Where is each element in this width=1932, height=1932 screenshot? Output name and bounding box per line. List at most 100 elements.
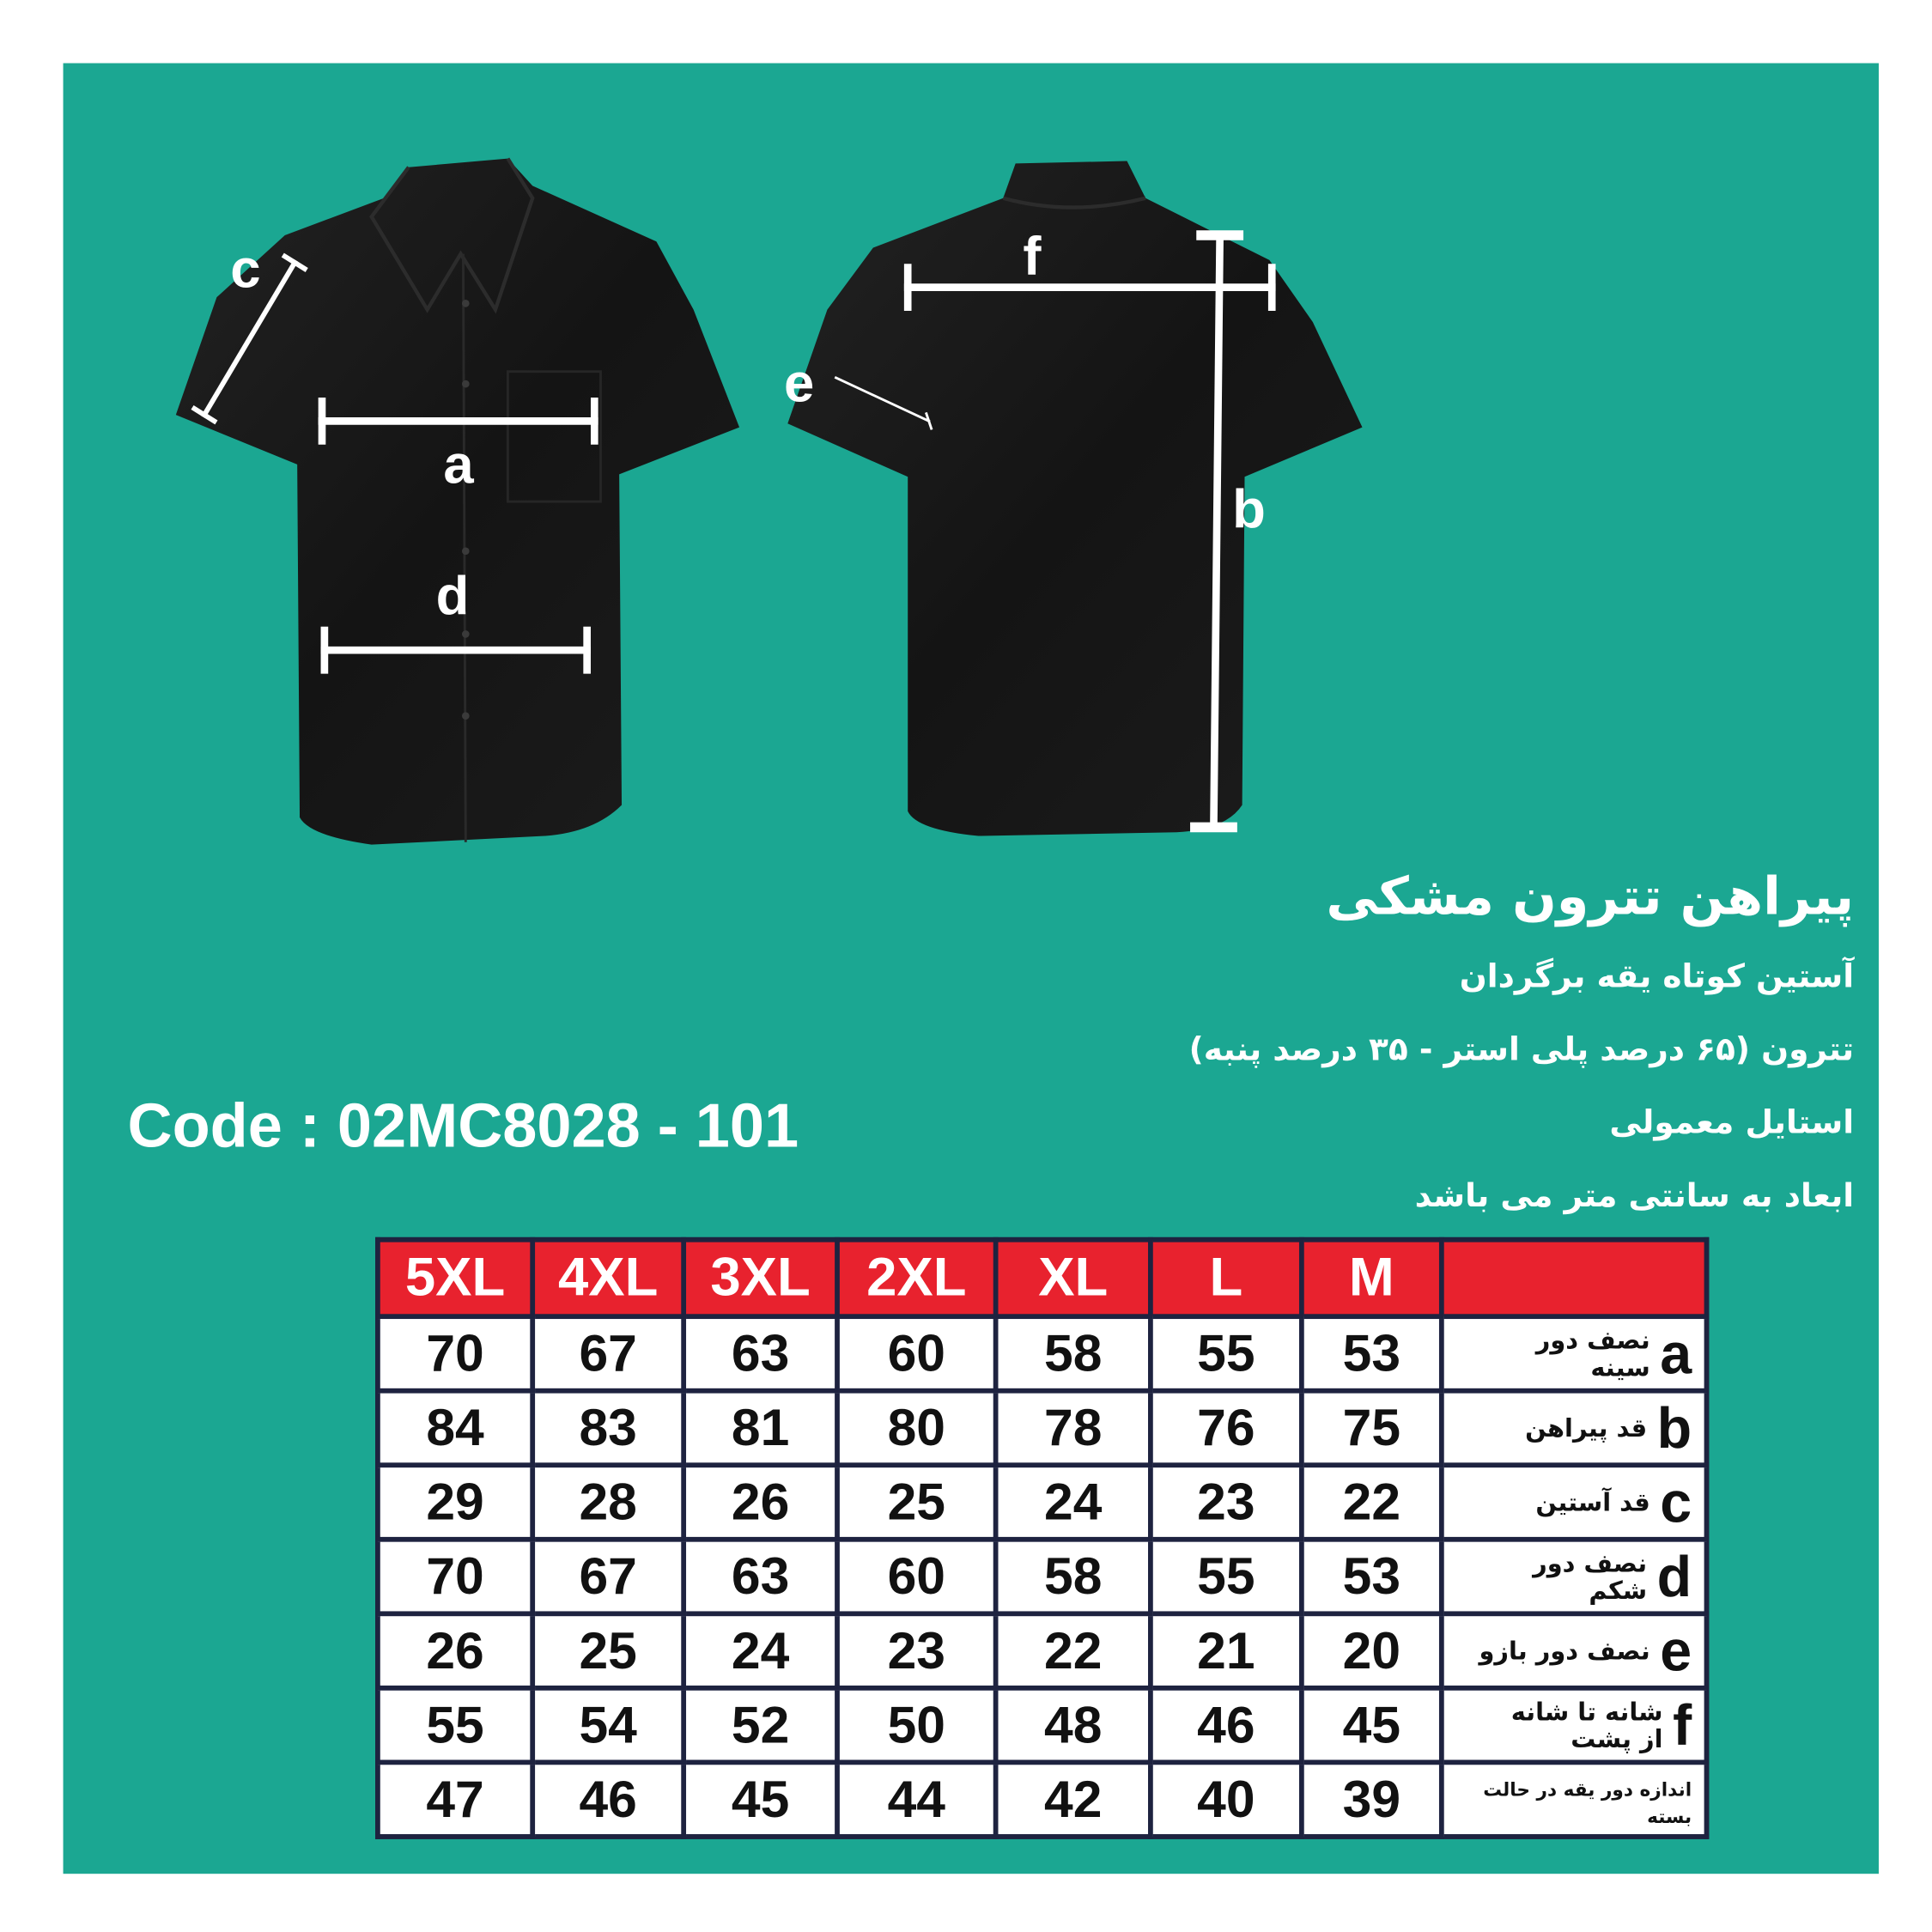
measurement-cell: 70 bbox=[375, 1314, 536, 1394]
measurement-cell: 24 bbox=[993, 1462, 1153, 1542]
measurement-cell: 20 bbox=[1298, 1611, 1444, 1691]
measurement-cell: 78 bbox=[993, 1388, 1153, 1468]
measurement-cell: 58 bbox=[993, 1314, 1153, 1394]
measurement-cell: 23 bbox=[1148, 1462, 1304, 1542]
measurement-cell: 48 bbox=[993, 1685, 1153, 1765]
table-row: 55 54 52 50 48 46 45 fشانه تا شانه از پشت bbox=[375, 1685, 1710, 1765]
size-table: 5XL 4XL 3XL 2XL XL L M 70 67 63 60 58 55 53 aنصف دور … bbox=[375, 1236, 1710, 1839]
measurement-cell: 25 bbox=[530, 1611, 687, 1691]
measurement-cell: 67 bbox=[530, 1314, 687, 1394]
measurement-cell: 76 bbox=[1148, 1388, 1304, 1468]
measurement-cell: 40 bbox=[1148, 1759, 1304, 1839]
measurement-cell: 26 bbox=[375, 1611, 536, 1691]
measurement-cell: 26 bbox=[681, 1462, 840, 1542]
measurement-cell: 75 bbox=[1298, 1388, 1444, 1468]
product-detail: ابعاد به سانتی متر می باشد bbox=[1414, 1177, 1855, 1215]
measurement-cell: 22 bbox=[993, 1611, 1153, 1691]
measurement-cell: 44 bbox=[835, 1759, 999, 1839]
measurement-name: شانه تا شانه از پشت bbox=[1510, 1697, 1663, 1754]
measurement-cell: 28 bbox=[530, 1462, 687, 1542]
label-b: b bbox=[1232, 479, 1266, 539]
table-row: 47 46 45 44 42 40 39 اندازه دور یقه در حالت بست… bbox=[375, 1759, 1710, 1839]
label-f: f bbox=[1023, 227, 1042, 287]
measurement-cell: 52 bbox=[681, 1685, 840, 1765]
product-detail: تترون (۶۵ درصد پلی استر - ۳۵ درصد پنبه) bbox=[1188, 1031, 1855, 1069]
measurement-cell: 84 bbox=[375, 1388, 536, 1468]
size-header-row: 5XL 4XL 3XL 2XL XL L M bbox=[375, 1236, 1710, 1320]
table-row: 70 67 63 60 58 55 53 aنصف دور سینه bbox=[375, 1314, 1710, 1394]
measurement-cell: 60 bbox=[835, 1536, 999, 1617]
measurement-letter: a bbox=[1660, 1321, 1692, 1387]
size-header-2xl: 2XL bbox=[835, 1236, 999, 1320]
size-header-xl: XL bbox=[993, 1236, 1153, 1320]
front-shirt bbox=[175, 157, 740, 845]
measurement-label: aنصف دور سینه bbox=[1438, 1314, 1710, 1394]
product-detail: استایل معمولی bbox=[1609, 1104, 1855, 1142]
measurement-cell: 24 bbox=[681, 1611, 840, 1691]
measurement-cell: 46 bbox=[1148, 1685, 1304, 1765]
measurement-cell: 25 bbox=[835, 1462, 999, 1542]
measurement-cell: 80 bbox=[835, 1388, 999, 1468]
size-header-l: L bbox=[1148, 1236, 1304, 1320]
back-shirt bbox=[787, 161, 1363, 836]
label-d: d bbox=[436, 566, 470, 626]
measurement-cell: 81 bbox=[681, 1388, 840, 1468]
measurement-label: b قد پیراهن bbox=[1438, 1388, 1710, 1468]
measurement-cell: 55 bbox=[1148, 1314, 1304, 1394]
label-e: e bbox=[784, 353, 814, 413]
label-c: c bbox=[230, 240, 260, 300]
measurement-letter: c bbox=[1660, 1470, 1692, 1535]
measurement-cell: 47 bbox=[375, 1759, 536, 1839]
measurement-letter: d bbox=[1656, 1544, 1692, 1609]
product-detail: آستین کوتاه یقه برگردان bbox=[1459, 958, 1855, 996]
measurement-cell: 39 bbox=[1298, 1759, 1444, 1839]
size-header-5xl: 5XL bbox=[375, 1236, 536, 1320]
measurement-cell: 21 bbox=[1148, 1611, 1304, 1691]
measurement-cell: 67 bbox=[530, 1536, 687, 1617]
measurement-cell: 58 bbox=[993, 1536, 1153, 1617]
measurement-cell: 60 bbox=[835, 1314, 999, 1394]
measurement-cell: 55 bbox=[1148, 1536, 1304, 1617]
measurement-cell: 83 bbox=[530, 1388, 687, 1468]
product-info: پیراهن تترون مشکی آستین کوتاه یقه برگردا… bbox=[1189, 865, 1855, 1234]
measurement-letter: e bbox=[1660, 1619, 1692, 1684]
size-header-4xl: 4XL bbox=[530, 1236, 687, 1320]
measurement-name: نصف دور سینه bbox=[1535, 1325, 1650, 1382]
measurement-label: dنصف دور شکم bbox=[1438, 1536, 1710, 1617]
table-row: 84 83 81 80 78 76 75 b قد پیراهن bbox=[375, 1388, 1710, 1468]
measurement-name: اندازه دور یقه در حالت بسته bbox=[1483, 1777, 1692, 1828]
measurement-cell: 29 bbox=[375, 1462, 536, 1542]
measurement-cell: 42 bbox=[993, 1759, 1153, 1839]
measurement-cell: 46 bbox=[530, 1759, 687, 1839]
label-header bbox=[1438, 1236, 1710, 1320]
measurement-cell: 22 bbox=[1298, 1462, 1444, 1542]
measurement-name: نصف دور بازو bbox=[1479, 1636, 1650, 1667]
measurement-cell: 45 bbox=[681, 1759, 840, 1839]
measurement-label: e نصف دور بازو bbox=[1438, 1611, 1710, 1691]
measurement-cell: 53 bbox=[1298, 1536, 1444, 1617]
measurement-cell: 63 bbox=[681, 1536, 840, 1617]
measurement-cell: 55 bbox=[375, 1685, 536, 1765]
measurement-lines bbox=[191, 230, 1276, 833]
measurement-name: نصف دور شکم bbox=[1533, 1548, 1648, 1606]
measurement-letter: b bbox=[1656, 1395, 1692, 1461]
size-header-m: M bbox=[1298, 1236, 1444, 1320]
measurement-name: قد آستین bbox=[1535, 1487, 1650, 1518]
product-title: پیراهن تترون مشکی bbox=[1326, 866, 1855, 927]
measurement-cell: 70 bbox=[375, 1536, 536, 1617]
measurement-cell: 50 bbox=[835, 1685, 999, 1765]
label-a: a bbox=[443, 434, 474, 495]
table-row: 70 67 63 60 58 55 53 dنصف دور شکم bbox=[375, 1536, 1710, 1617]
measurement-cell: 54 bbox=[530, 1685, 687, 1765]
size-header-3xl: 3XL bbox=[681, 1236, 840, 1320]
measurement-cell: 23 bbox=[835, 1611, 999, 1691]
measurement-cell: 53 bbox=[1298, 1314, 1444, 1394]
measurement-label: اندازه دور یقه در حالت بسته bbox=[1438, 1759, 1710, 1839]
product-code: Code : 02MC8028 - 101 bbox=[127, 1091, 799, 1161]
measurement-label: c قد آستین bbox=[1438, 1462, 1710, 1542]
measurement-name: قد پیراهن bbox=[1525, 1413, 1648, 1443]
measurement-label: fشانه تا شانه از پشت bbox=[1438, 1685, 1710, 1765]
table-row: 29 28 26 25 24 23 22 c قد آستین bbox=[375, 1462, 1710, 1542]
measurement-letter: f bbox=[1673, 1692, 1692, 1758]
